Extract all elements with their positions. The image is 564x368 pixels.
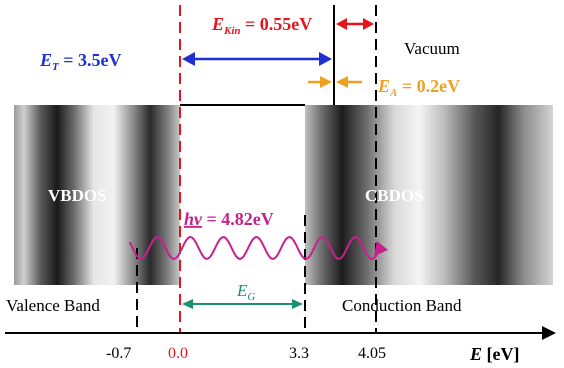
axis-label: E [eV] xyxy=(469,344,520,364)
et-label: ET = 3.5eV xyxy=(39,50,122,73)
conduction-band-dos-block xyxy=(305,105,553,285)
ea-arrows xyxy=(308,76,362,88)
energy-axis xyxy=(5,326,556,340)
ekin-label: EKin = 0.55eV xyxy=(211,14,312,37)
et-arrow xyxy=(182,52,332,66)
tick-label-3-3: 3.3 xyxy=(289,345,309,362)
ekin-arrow xyxy=(336,18,374,30)
tick-label-minus-0-7: -0.7 xyxy=(106,345,131,362)
vacuum-label: Vacuum xyxy=(404,39,460,58)
tick-label-4-05: 4.05 xyxy=(358,345,386,362)
conduction-band-label: Conduction Band xyxy=(342,296,462,315)
valence-band-label: Valence Band xyxy=(6,296,100,315)
cbdos-label: CBDOS xyxy=(365,186,424,205)
tick-label-zero: 0.0 xyxy=(168,345,188,362)
hv-label: hv = 4.82eV xyxy=(184,209,274,229)
valence-band-dos-block xyxy=(14,105,180,285)
vbdos-label: VBDOS xyxy=(48,186,107,205)
photon-wave-arrow xyxy=(129,235,388,261)
eg-arrow xyxy=(182,299,303,309)
eg-label: EG xyxy=(236,281,255,303)
ea-label: EA = 0.2eV xyxy=(377,76,460,99)
